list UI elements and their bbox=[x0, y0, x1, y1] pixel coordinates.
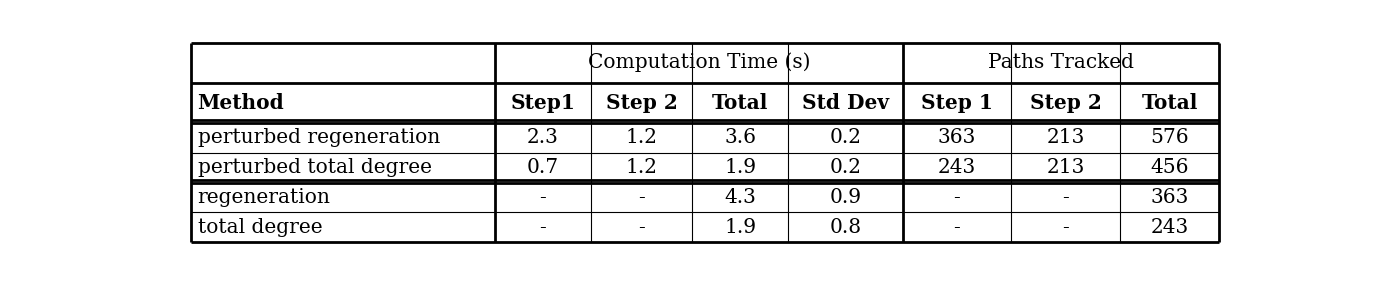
Text: 1.2: 1.2 bbox=[626, 158, 658, 177]
Text: Step 2: Step 2 bbox=[605, 93, 677, 113]
Text: 1.9: 1.9 bbox=[724, 158, 757, 177]
Text: 0.2: 0.2 bbox=[830, 158, 861, 177]
Text: Paths Tracked: Paths Tracked bbox=[988, 53, 1134, 72]
Text: Step 1: Step 1 bbox=[921, 93, 993, 113]
Text: 1.9: 1.9 bbox=[724, 218, 757, 237]
Text: 576: 576 bbox=[1150, 128, 1189, 147]
Text: Step 2: Step 2 bbox=[1029, 93, 1101, 113]
Text: 243: 243 bbox=[938, 158, 976, 177]
Text: 456: 456 bbox=[1150, 158, 1189, 177]
Text: -: - bbox=[539, 218, 546, 237]
Text: 0.9: 0.9 bbox=[830, 188, 861, 207]
Text: -: - bbox=[1062, 218, 1069, 237]
Text: 243: 243 bbox=[1150, 218, 1189, 237]
Text: 213: 213 bbox=[1046, 158, 1084, 177]
Text: perturbed regeneration: perturbed regeneration bbox=[198, 128, 440, 147]
Text: Std Dev: Std Dev bbox=[802, 93, 889, 113]
Text: 4.3: 4.3 bbox=[724, 188, 757, 207]
Text: 213: 213 bbox=[1046, 128, 1084, 147]
Text: -: - bbox=[1062, 188, 1069, 207]
Text: Method: Method bbox=[198, 93, 285, 113]
Text: 3.6: 3.6 bbox=[724, 128, 757, 147]
Text: 0.7: 0.7 bbox=[527, 158, 559, 177]
Text: 0.8: 0.8 bbox=[830, 218, 861, 237]
Text: Computation Time (s): Computation Time (s) bbox=[588, 53, 810, 72]
Text: -: - bbox=[638, 218, 645, 237]
Text: 363: 363 bbox=[938, 128, 976, 147]
Text: -: - bbox=[638, 188, 645, 207]
Text: -: - bbox=[954, 218, 960, 237]
Text: 363: 363 bbox=[1150, 188, 1189, 207]
Text: 2.3: 2.3 bbox=[527, 128, 559, 147]
Text: 1.2: 1.2 bbox=[626, 128, 658, 147]
Text: -: - bbox=[539, 188, 546, 207]
Text: total degree: total degree bbox=[198, 218, 322, 237]
Text: Total: Total bbox=[1141, 93, 1197, 113]
Text: perturbed total degree: perturbed total degree bbox=[198, 158, 432, 177]
Text: 0.2: 0.2 bbox=[830, 128, 861, 147]
Text: Step1: Step1 bbox=[510, 93, 575, 113]
Text: -: - bbox=[954, 188, 960, 207]
Text: regeneration: regeneration bbox=[198, 188, 330, 207]
Text: Total: Total bbox=[711, 93, 768, 113]
